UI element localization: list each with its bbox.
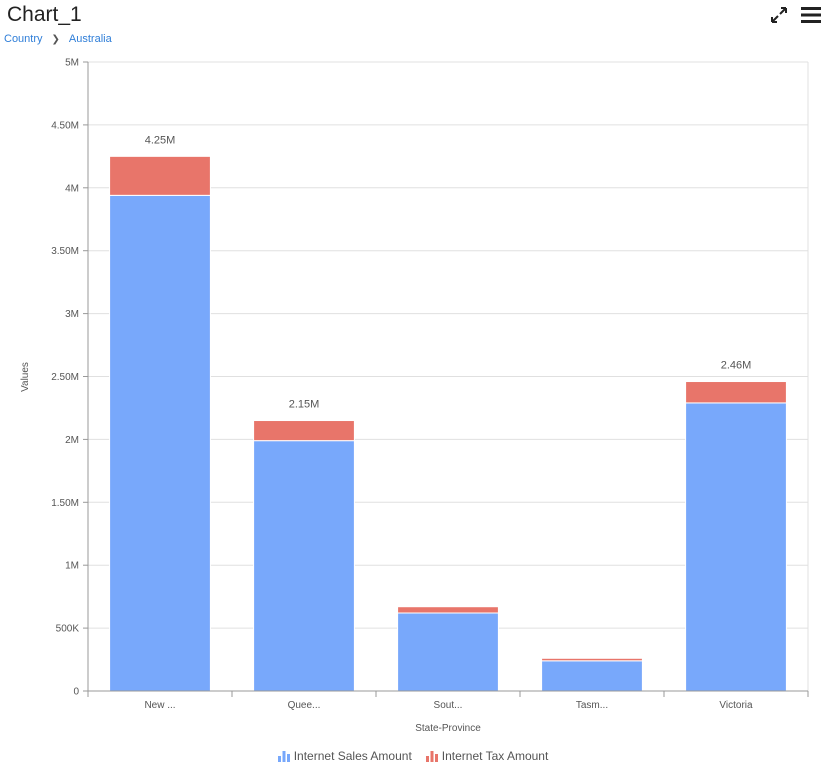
y-tick-label: 3.50M: [51, 246, 79, 257]
bar-tax[interactable]: [253, 420, 355, 442]
breadcrumb: Country ❯ Australia: [4, 33, 112, 45]
y-tick-label: 0: [73, 687, 79, 698]
bar-tax[interactable]: [541, 657, 643, 662]
legend-item-tax[interactable]: Internet Tax Amount: [425, 749, 549, 763]
y-tick-label: 500K: [56, 624, 80, 635]
y-tick-label: 2.50M: [51, 372, 79, 383]
bar-total-label: 4.25M: [145, 134, 176, 146]
x-tick-label: New ...: [144, 700, 175, 711]
y-axis-ticks: 0 500K 1M 1.50M 2M 2.50M 3M 3.50M 4M 4.50M 5M: [51, 58, 89, 698]
y-tick-label: 1.50M: [51, 498, 79, 509]
x-axis-title: State-Province: [415, 723, 481, 734]
x-tick-label: Tasm...: [576, 700, 608, 711]
legend: Internet Sales Amount Internet Tax Amoun…: [0, 749, 826, 763]
bar-chart-icon: [277, 751, 290, 762]
bar-tax[interactable]: [685, 381, 787, 404]
bar-sales[interactable]: [541, 660, 643, 692]
legend-label-sales: Internet Sales Amount: [293, 749, 412, 763]
x-tick-label: Sout...: [434, 700, 463, 711]
breadcrumb-australia[interactable]: Australia: [68, 33, 112, 45]
breadcrumb-country[interactable]: Country: [4, 33, 43, 45]
x-tick-label: Victoria: [719, 700, 753, 711]
hamburger-menu-icon[interactable]: [800, 4, 822, 26]
bar-chart-icon: [425, 751, 438, 762]
legend-label-tax: Internet Tax Amount: [441, 749, 549, 763]
y-tick-label: 5M: [65, 58, 79, 69]
bar-sales[interactable]: [685, 402, 787, 692]
x-axis-ticks: New ... Quee... Sout... Tasm... Victoria: [87, 690, 809, 711]
x-tick-label: Quee...: [288, 700, 321, 711]
y-tick-label: 2M: [65, 435, 79, 446]
expand-arrows-icon[interactable]: [768, 4, 790, 26]
y-tick-label: 1M: [65, 561, 79, 572]
bar-total-label: 2.46M: [721, 360, 752, 372]
bar-sales[interactable]: [109, 194, 211, 692]
y-tick-label: 4.50M: [51, 120, 79, 131]
legend-item-sales[interactable]: Internet Sales Amount: [277, 749, 412, 763]
chart-title: Chart_1: [7, 3, 82, 26]
stacked-bar-chart: 0 500K 1M 1.50M 2M 2.50M 3M 3.50M 4M 4.50M 5M 4.25…: [20, 58, 809, 734]
chart-toolbar: [768, 4, 822, 26]
y-axis-title: Values: [20, 362, 31, 392]
bar-sales[interactable]: [253, 440, 355, 692]
y-tick-label: 3M: [65, 309, 79, 320]
y-tick-label: 4M: [65, 183, 79, 194]
bar-tax[interactable]: [109, 155, 211, 196]
bar-total-label: 2.15M: [289, 399, 320, 411]
bar-sales[interactable]: [397, 612, 499, 692]
bar-tax[interactable]: [397, 606, 499, 614]
breadcrumb-separator-icon: ❯: [51, 33, 60, 45]
bars: 4.25M 2.15M 2.46M: [109, 134, 787, 692]
